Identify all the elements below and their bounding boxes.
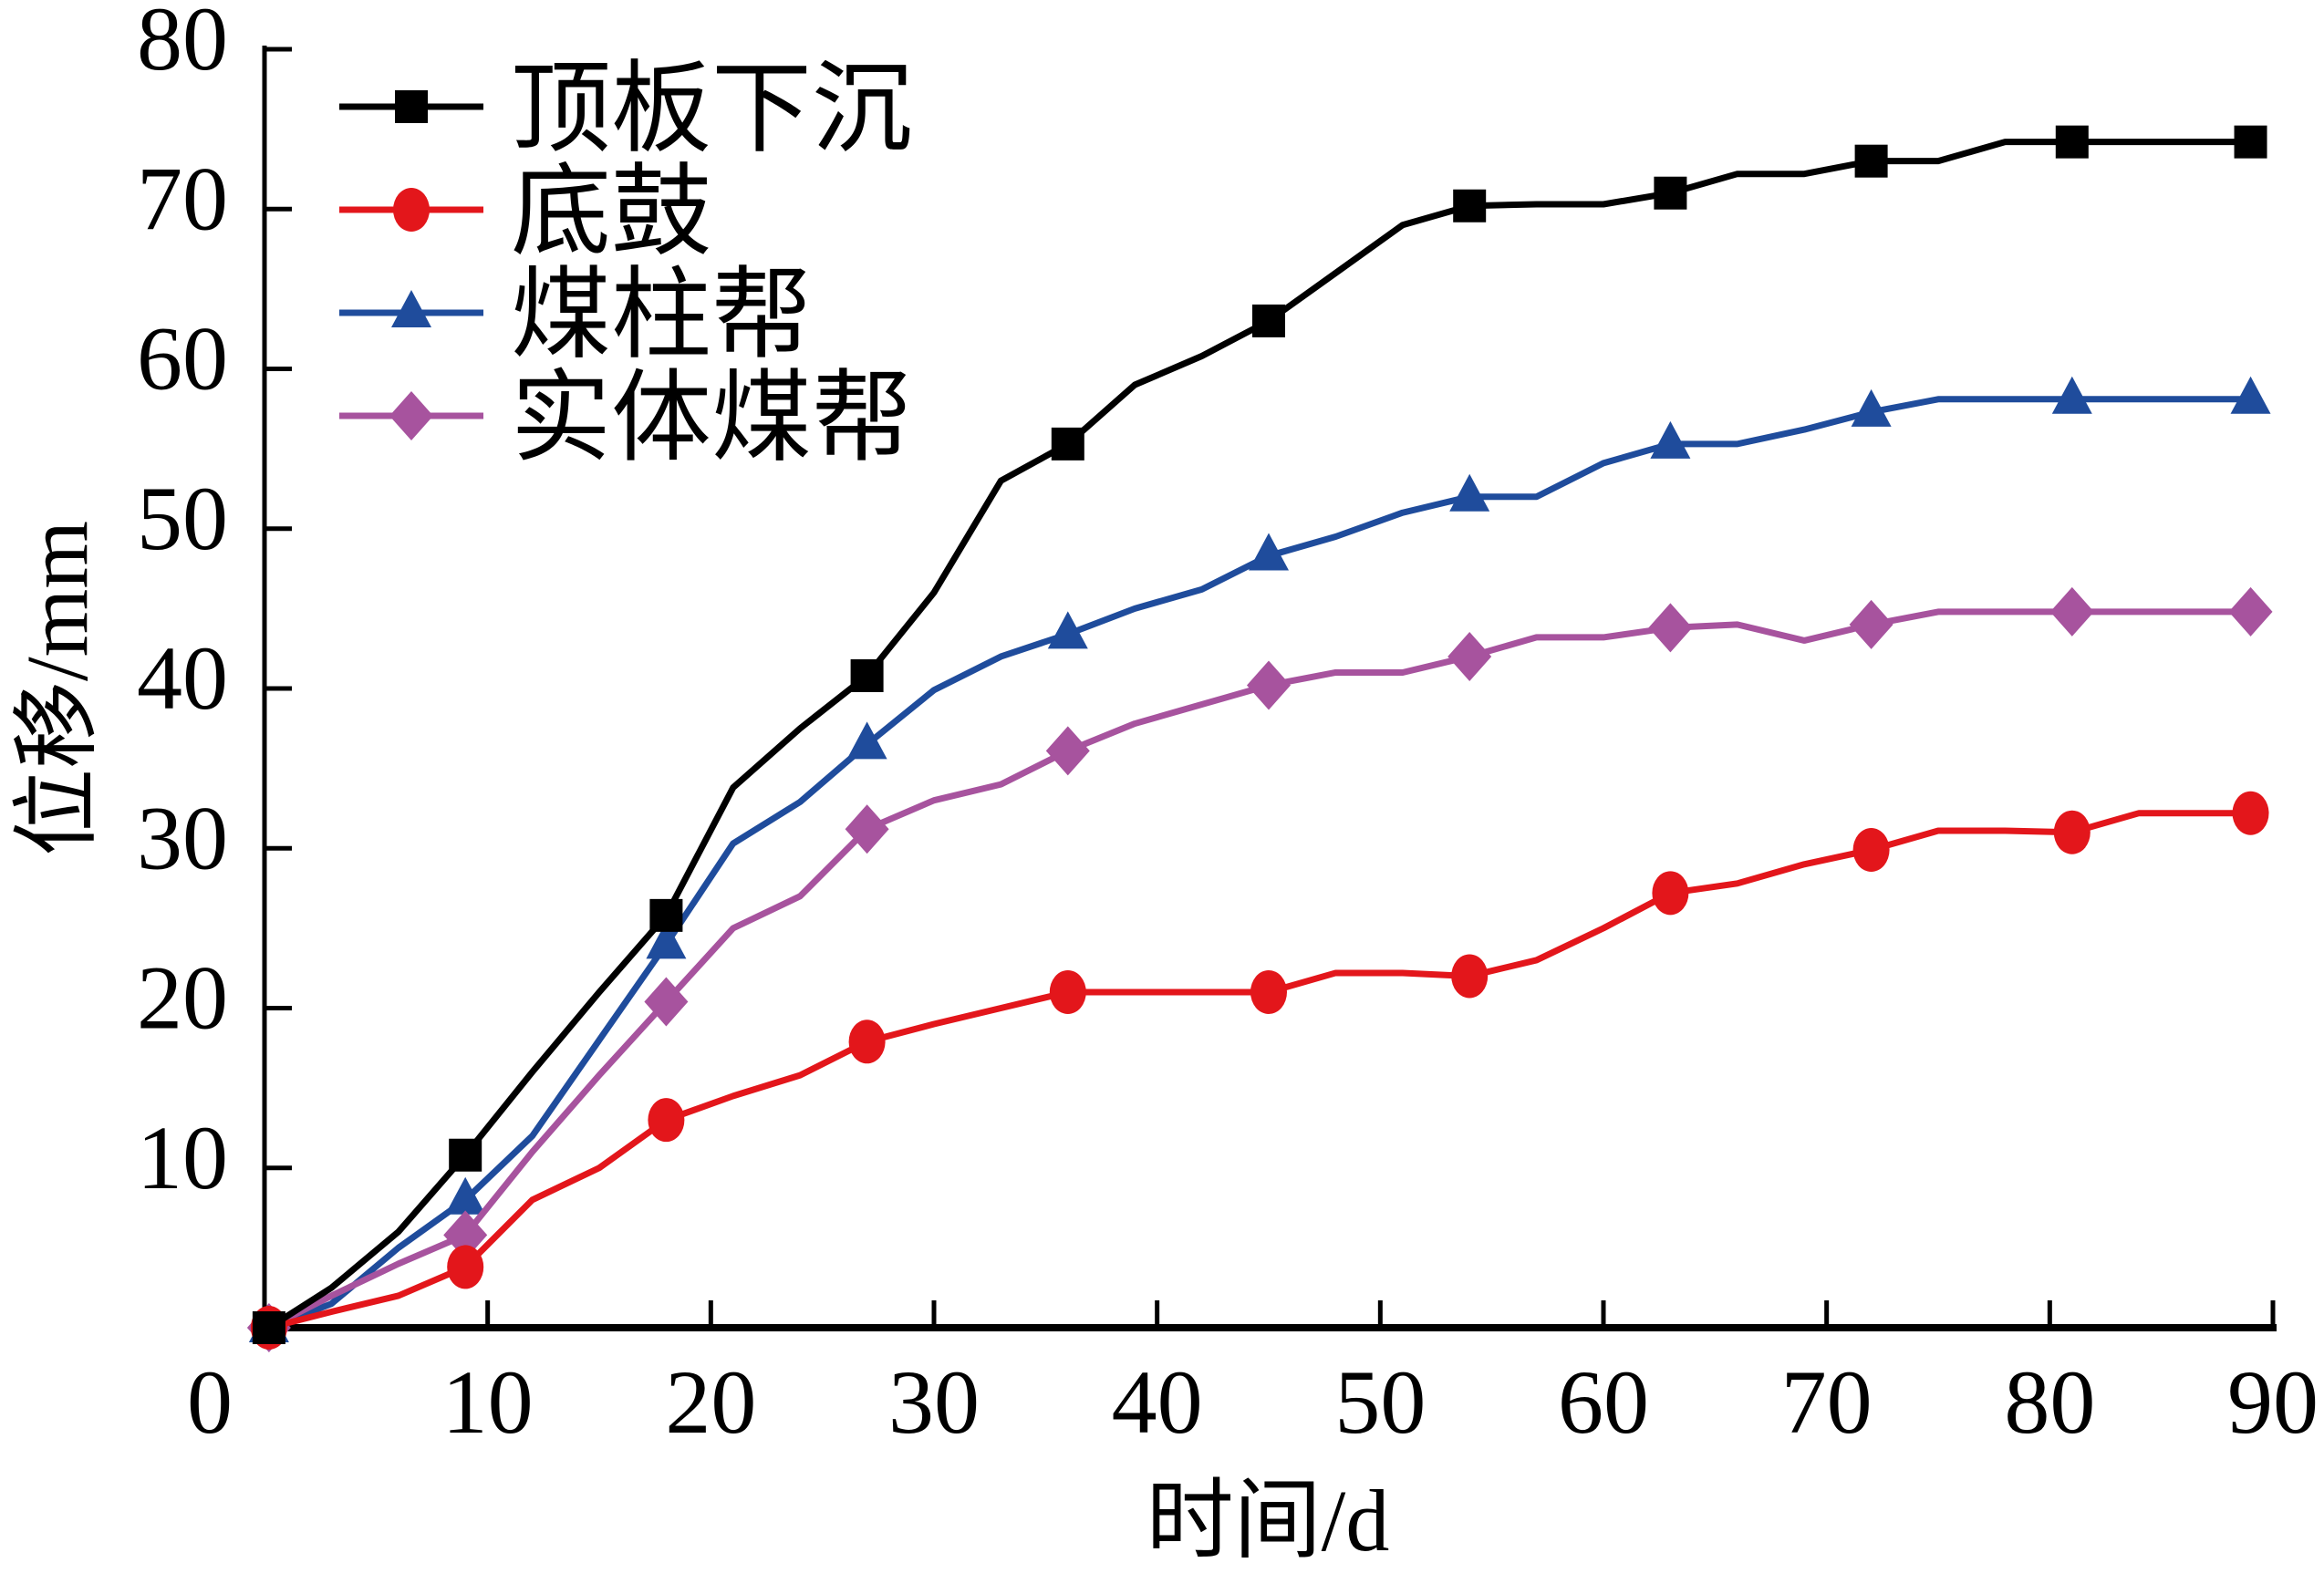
legend-item: 底鼓 xyxy=(339,157,711,268)
legend-marker xyxy=(393,188,430,232)
legend-label: 底鼓 xyxy=(511,157,711,268)
legend-item: 实体煤帮 xyxy=(339,363,912,474)
series-3 xyxy=(246,586,2273,1352)
data-point xyxy=(447,1245,484,1289)
data-point xyxy=(845,804,889,854)
y-tick-label: 30 xyxy=(137,787,228,888)
data-point xyxy=(2055,125,2089,159)
data-point xyxy=(2228,586,2273,637)
data-point xyxy=(1451,954,1489,999)
data-point xyxy=(2049,586,2094,637)
x-tick-label: 20 xyxy=(665,1351,756,1453)
legend-marker xyxy=(391,290,431,327)
data-point xyxy=(2230,376,2271,414)
x-tick-label: 70 xyxy=(1781,1351,1873,1453)
data-point xyxy=(1851,388,1892,427)
data-point xyxy=(2232,791,2269,835)
data-point xyxy=(1250,969,1287,1014)
legend-label: 实体煤帮 xyxy=(511,363,912,474)
y-tick-label: 70 xyxy=(137,148,228,249)
data-point xyxy=(649,898,683,932)
y-tick-label: 60 xyxy=(137,308,228,409)
legend-marker xyxy=(395,90,428,123)
data-point xyxy=(2053,810,2091,854)
y-axis-label: 位移/mm xyxy=(8,521,106,856)
data-point xyxy=(445,1176,486,1215)
series-line xyxy=(267,396,2251,1331)
series-2 xyxy=(248,376,2271,1342)
y-tick-label: 40 xyxy=(137,627,228,729)
series-line xyxy=(268,810,2251,1331)
series-1 xyxy=(250,791,2269,1350)
x-tick-label: 80 xyxy=(2004,1351,2095,1453)
data-point xyxy=(1849,599,1893,649)
data-point xyxy=(2051,376,2092,414)
data-point xyxy=(1252,304,1285,337)
x-tick-label: 90 xyxy=(2227,1351,2319,1453)
data-point xyxy=(646,921,687,959)
data-point xyxy=(1047,611,1088,649)
y-tick-label: 10 xyxy=(137,1107,228,1208)
data-point xyxy=(644,977,689,1027)
x-tick-label: 0 xyxy=(187,1351,233,1453)
data-point xyxy=(1453,189,1487,223)
x-axis-label: 时间/d xyxy=(1146,1472,1390,1569)
legend-label: 煤柱帮 xyxy=(511,260,812,371)
data-point xyxy=(1051,427,1084,461)
series-layer xyxy=(246,125,2273,1352)
legend-label: 顶板下沉 xyxy=(511,54,912,165)
x-tick-label: 60 xyxy=(1558,1351,1649,1453)
data-point xyxy=(648,1098,685,1143)
data-point xyxy=(1447,631,1492,681)
data-point xyxy=(252,1311,285,1344)
data-point xyxy=(1648,603,1693,653)
data-point xyxy=(443,1210,488,1260)
axes: 0 10 20 30 40 50 60 70 80 90 10 20 30 40 50 60 70 80 xyxy=(137,0,2319,1453)
x-tick-label: 40 xyxy=(1112,1351,1203,1453)
y-tick-label: 20 xyxy=(137,947,228,1049)
series-0 xyxy=(252,125,2267,1344)
data-point xyxy=(1652,871,1689,916)
data-point xyxy=(1249,533,1289,571)
data-point xyxy=(848,1020,886,1064)
x-tick-label: 30 xyxy=(888,1351,980,1453)
data-point xyxy=(1654,176,1687,210)
data-point xyxy=(1045,726,1090,776)
legend-item: 煤柱帮 xyxy=(339,260,812,371)
legend-marker xyxy=(389,391,433,440)
legend-item: 顶板下沉 xyxy=(339,54,912,165)
data-point xyxy=(1049,969,1086,1014)
data-point xyxy=(1854,144,1888,178)
x-tick-label: 10 xyxy=(442,1351,534,1453)
data-point xyxy=(1650,420,1691,459)
y-tick-label: 50 xyxy=(137,468,228,569)
data-point xyxy=(1247,660,1291,710)
data-point xyxy=(850,658,884,692)
data-point xyxy=(449,1138,482,1172)
data-point xyxy=(1852,828,1890,873)
data-point xyxy=(1449,473,1490,512)
data-point xyxy=(2234,125,2267,159)
series-line xyxy=(267,608,2251,1331)
y-tick-label: 80 xyxy=(137,0,228,89)
x-tick-label: 50 xyxy=(1334,1351,1426,1453)
data-point xyxy=(846,721,887,760)
